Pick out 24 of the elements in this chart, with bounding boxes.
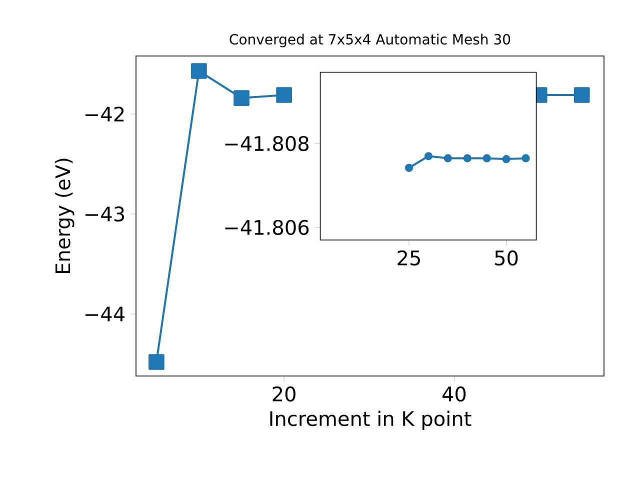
point bbox=[574, 87, 590, 103]
point bbox=[444, 154, 452, 162]
y-tick-label: −41.806 bbox=[225, 220, 309, 235]
x-tick-label: 20 bbox=[272, 386, 296, 402]
x-tick-label: 50 bbox=[495, 250, 518, 266]
point bbox=[463, 154, 472, 162]
point bbox=[424, 152, 433, 160]
point bbox=[276, 87, 292, 103]
chart-title: Converged at 7x5x4 Automatic Mesh 30 bbox=[230, 34, 510, 48]
y-axis-title: Energy (eV) bbox=[54, 158, 74, 274]
y-tick-label: −42 bbox=[86, 106, 124, 122]
point bbox=[148, 354, 164, 370]
y-tick-label: −43 bbox=[86, 206, 124, 222]
x-axis-title: Increment in K point bbox=[270, 410, 472, 430]
x-tick-label: 25 bbox=[398, 250, 420, 266]
y-tick-label: −44 bbox=[86, 306, 124, 322]
y-tick-label: −41.808 bbox=[225, 136, 308, 152]
x-tick-label: 40 bbox=[442, 386, 466, 402]
point bbox=[404, 164, 414, 172]
point bbox=[191, 63, 207, 79]
point bbox=[482, 154, 491, 162]
point bbox=[502, 155, 510, 164]
point bbox=[522, 154, 530, 162]
point bbox=[234, 90, 250, 106]
